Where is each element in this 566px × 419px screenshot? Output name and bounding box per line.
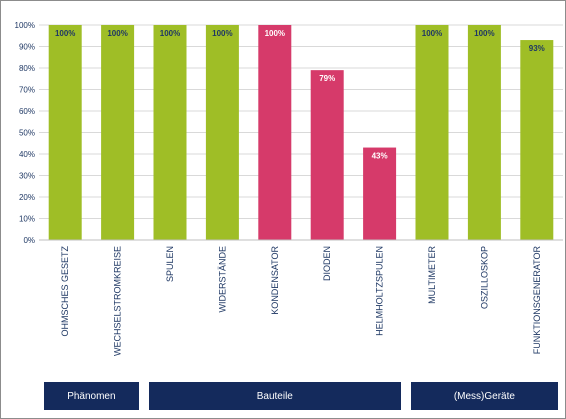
- y-tick-label: 70%: [19, 86, 35, 95]
- bar: [205, 25, 239, 240]
- y-tick-label: 20%: [19, 193, 35, 202]
- data-labels: 100% 100% 100% 100% 100% 79% 43% 100% 100% 93%: [55, 29, 545, 161]
- category-label: SPULEN: [165, 246, 175, 282]
- data-label: 100%: [265, 29, 285, 38]
- category-label: KONDENSATOR: [270, 246, 280, 315]
- data-label: 93%: [529, 44, 545, 53]
- category-label: DIODEN: [322, 246, 332, 281]
- bar: [310, 70, 344, 241]
- data-label: 100%: [107, 29, 127, 38]
- group-label: (Mess)Geräte: [410, 382, 559, 410]
- category-label: OSZILLOSKOP: [479, 246, 489, 309]
- y-tick-label: 100%: [15, 21, 35, 30]
- bar: [153, 25, 187, 240]
- data-label: 100%: [55, 29, 75, 38]
- data-label: 100%: [212, 29, 232, 38]
- data-label: 100%: [422, 29, 442, 38]
- bar: [467, 25, 501, 240]
- y-tick-label: 10%: [19, 215, 35, 224]
- data-label: 100%: [474, 29, 494, 38]
- y-tick-label: 50%: [19, 129, 35, 138]
- group-label: Bauteile: [148, 382, 402, 410]
- data-label: 79%: [319, 74, 335, 83]
- data-label: 100%: [160, 29, 180, 38]
- category-label: MULTIMETER: [427, 246, 437, 304]
- bar: [520, 40, 554, 240]
- y-tick-label: 90%: [19, 43, 35, 52]
- category-label: HELMHOLTZSPULEN: [375, 246, 385, 336]
- bar: [415, 25, 449, 240]
- data-label: 43%: [372, 152, 388, 161]
- bar: [101, 25, 135, 240]
- category-label: WECHSELSTROMKREISE: [113, 246, 123, 356]
- y-tick-label: 40%: [19, 150, 35, 159]
- bar: [258, 25, 292, 240]
- category-label: OHMSCHES GESETZ: [60, 246, 70, 337]
- x-axis: OHMSCHES GESETZ WECHSELSTROMKREISE SPULEN W…: [39, 239, 563, 356]
- y-axis: 0% 10% 20% 30% 40% 50% 60% 70% 80% 90% 100%: [15, 21, 35, 245]
- bars: [48, 25, 554, 241]
- y-tick-label: 60%: [19, 107, 35, 116]
- bar: [48, 25, 82, 240]
- y-tick-label: 80%: [19, 64, 35, 73]
- category-label: WIDERSTÄNDE: [217, 246, 227, 313]
- category-label: FUNKTIONSGENERATOR: [532, 246, 542, 355]
- y-tick-label: 30%: [19, 172, 35, 181]
- bar: [363, 147, 397, 240]
- y-tick-label: 0%: [23, 236, 35, 245]
- group-label: Phänomen: [43, 382, 140, 410]
